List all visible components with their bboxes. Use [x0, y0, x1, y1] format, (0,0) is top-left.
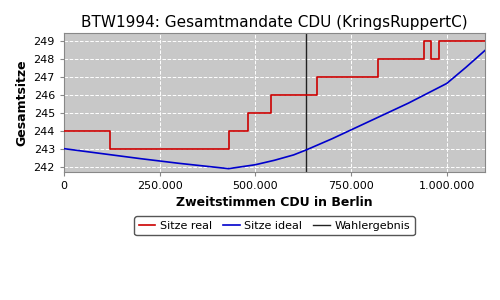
Sitze real [421, 40, 427, 43]
Sitze ideal [329, 137, 335, 141]
Sitze ideal [444, 82, 450, 85]
Sitze real [268, 93, 274, 97]
Sitze ideal [386, 110, 392, 114]
Sitze ideal [406, 101, 411, 105]
Sitze real [375, 58, 381, 61]
Sitze real [444, 40, 450, 43]
Sitze ideal [272, 158, 278, 162]
Sitze real [107, 147, 113, 151]
Sitze ideal [367, 119, 373, 123]
Sitze real [244, 111, 250, 115]
Sitze real [226, 129, 232, 133]
Title: BTW1994: Gesamtmandate CDU (KringsRuppertC): BTW1994: Gesamtmandate CDU (KringsRupper… [81, 15, 468, 30]
Sitze real [421, 58, 427, 61]
Sitze real [268, 111, 274, 115]
Sitze real [244, 129, 250, 133]
Sitze real [482, 40, 488, 43]
Sitze ideal [99, 152, 105, 155]
Sitze real [314, 75, 320, 79]
Sitze ideal [303, 148, 309, 152]
Sitze real [428, 58, 434, 61]
Line: Sitze real: Sitze real [64, 41, 485, 149]
Sitze ideal [214, 166, 220, 169]
Sitze ideal [482, 49, 488, 52]
Sitze real [226, 147, 232, 151]
Sitze ideal [424, 92, 430, 95]
Sitze ideal [290, 153, 296, 157]
Sitze ideal [252, 163, 258, 166]
Sitze real [290, 93, 296, 97]
Sitze real [290, 93, 296, 97]
Legend: Sitze real, Sitze ideal, Wahlergebnis: Sitze real, Sitze ideal, Wahlergebnis [134, 216, 414, 235]
X-axis label: Zweitstimmen CDU in Berlin: Zweitstimmen CDU in Berlin [176, 196, 373, 209]
Sitze ideal [463, 66, 469, 69]
Sitze real [428, 40, 434, 43]
Y-axis label: Gesamtsitze: Gesamtsitze [15, 59, 28, 146]
Sitze real [375, 75, 381, 79]
Sitze real [61, 129, 67, 133]
Sitze real [336, 75, 342, 79]
Sitze real [444, 40, 450, 43]
Sitze ideal [176, 161, 182, 165]
Sitze real [436, 40, 442, 43]
Sitze real [436, 58, 442, 61]
Sitze ideal [348, 128, 354, 132]
Sitze ideal [138, 157, 143, 160]
Sitze real [336, 75, 342, 79]
Sitze real [314, 93, 320, 97]
Line: Sitze ideal: Sitze ideal [64, 50, 485, 169]
Sitze real [107, 129, 113, 133]
Sitze ideal [61, 147, 67, 151]
Sitze ideal [226, 167, 232, 170]
